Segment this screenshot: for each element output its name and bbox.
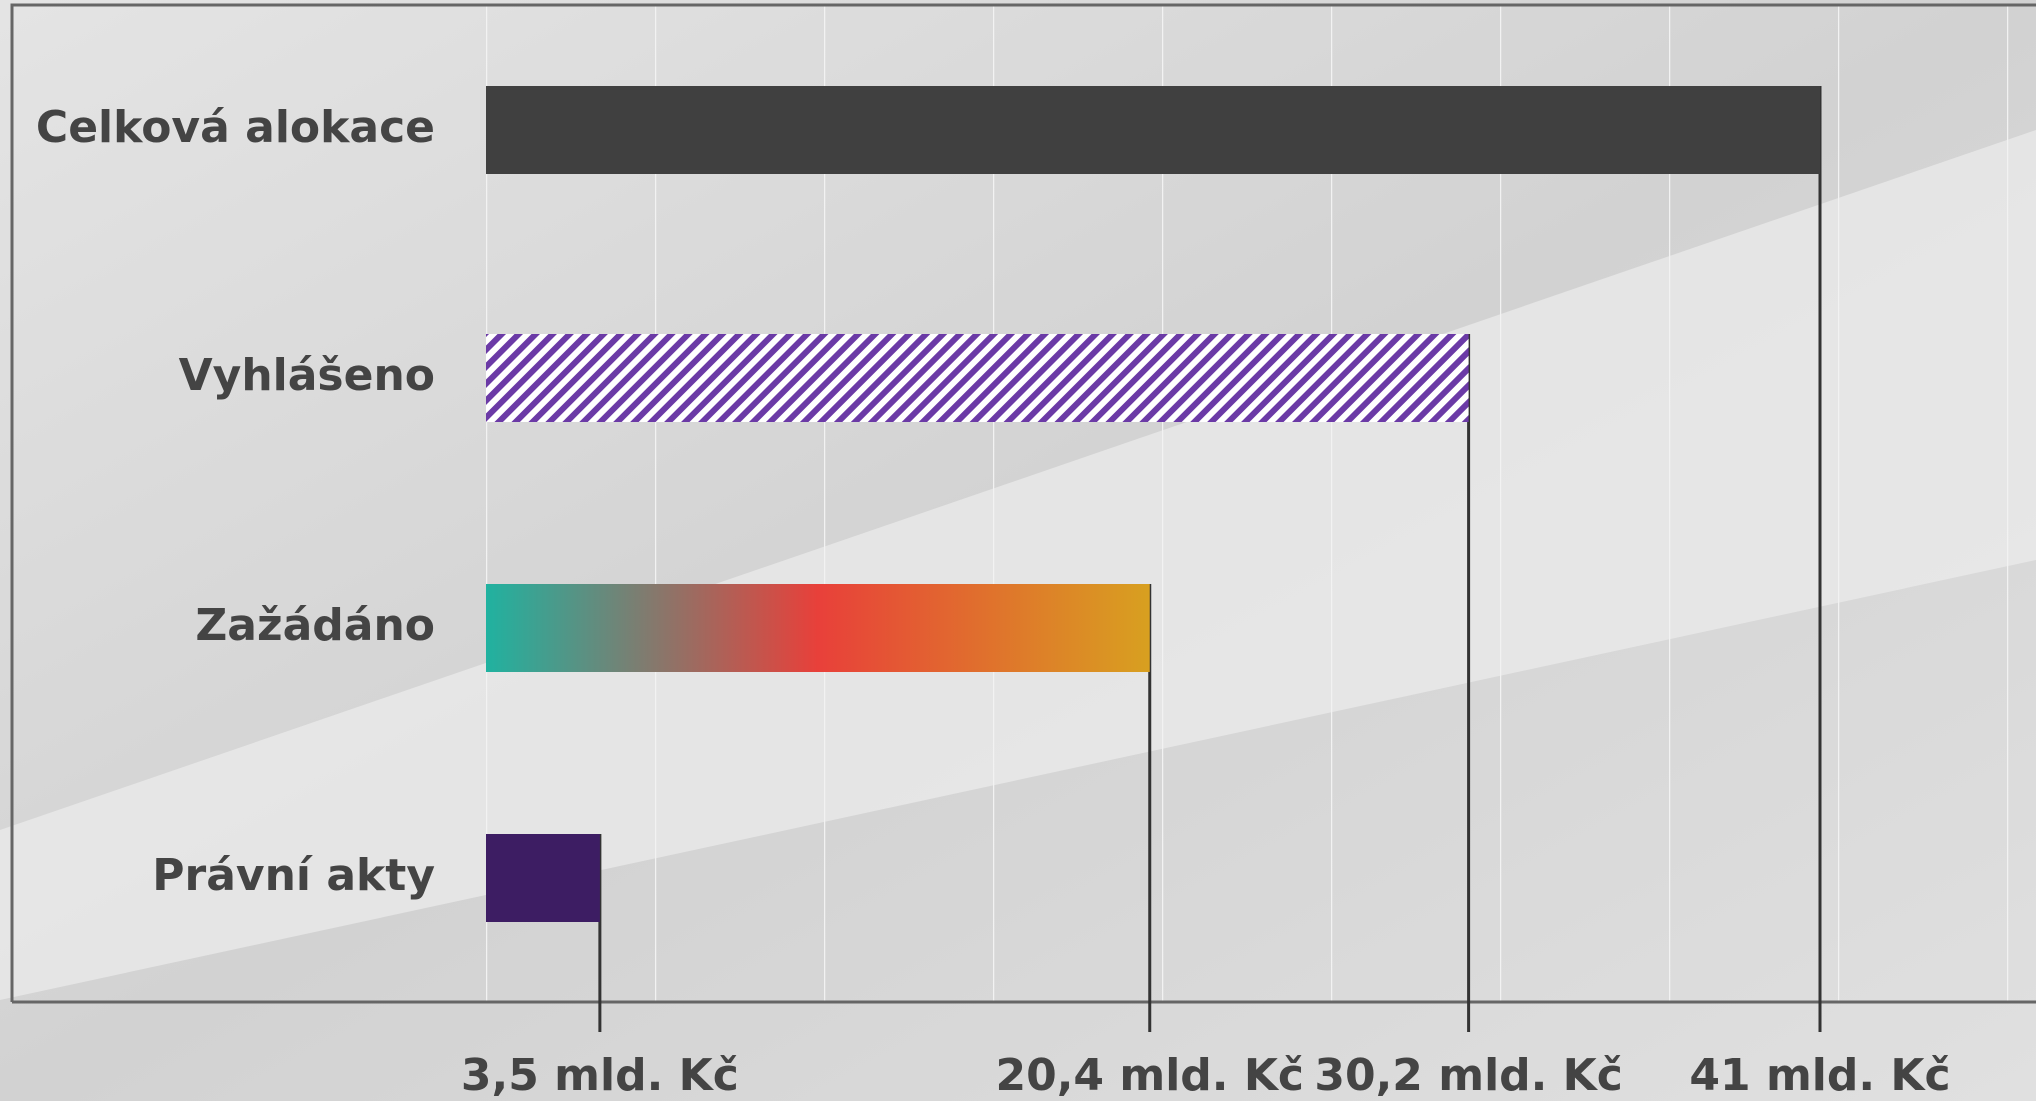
category-label: Zažádáno bbox=[195, 600, 435, 651]
category-label: Právní akty bbox=[152, 850, 435, 901]
bar bbox=[486, 86, 1820, 174]
value-label: 30,2 mld. Kč bbox=[1314, 1050, 1623, 1101]
value-label: 3,5 mld. Kč bbox=[461, 1050, 739, 1101]
value-label: 41 mld. Kč bbox=[1689, 1050, 1950, 1101]
category-label: Vyhlášeno bbox=[179, 350, 435, 401]
bar bbox=[486, 334, 1469, 422]
bar bbox=[486, 834, 600, 922]
value-label: 20,4 mld. Kč bbox=[995, 1050, 1304, 1101]
frame bbox=[10, 3, 2036, 1004]
bar bbox=[486, 584, 1150, 672]
category-label: Celková alokace bbox=[36, 102, 435, 153]
